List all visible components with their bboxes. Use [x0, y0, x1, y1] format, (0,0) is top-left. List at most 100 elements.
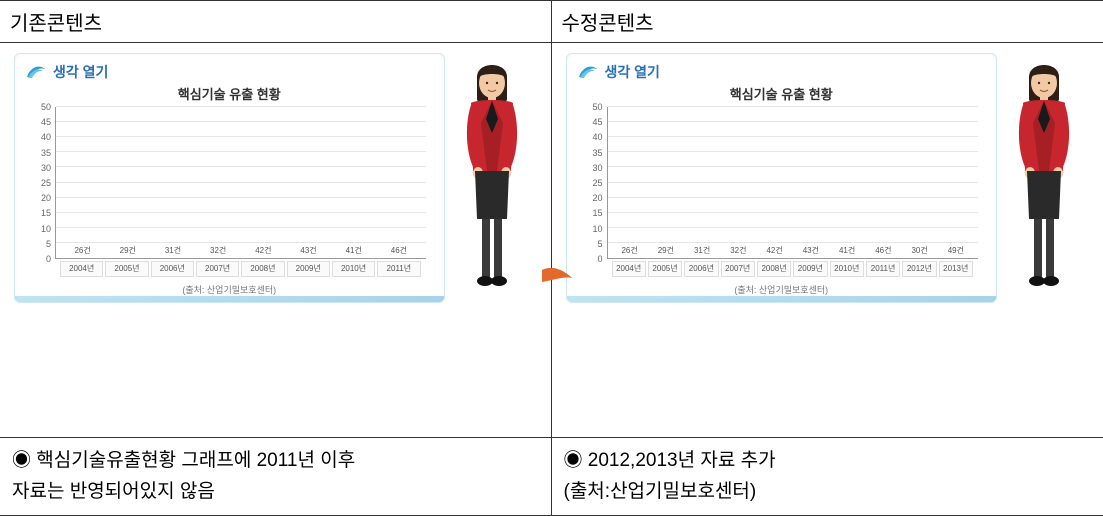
plot-right: 26건 29건 31건 32건 42건 43건 41건 46건 30건 49건: [607, 107, 979, 259]
bar-wrap: 31건: [684, 245, 720, 258]
bar-value-label: 46건: [875, 245, 891, 256]
bar-wrap: 32건: [720, 245, 756, 258]
y-tick: 40: [583, 132, 603, 142]
bar-wrap: 29건: [105, 245, 150, 258]
grid-line: [56, 136, 426, 137]
grid-line: [608, 182, 979, 183]
caption-right: ◉ 2012,2013년 자료 추가(출처:산업기밀보호센터): [552, 438, 1103, 516]
x-label: 2008년: [757, 261, 791, 277]
grid-line: [56, 166, 426, 167]
y-tick: 0: [583, 254, 603, 264]
header-right-text: 수정콘텐츠: [562, 13, 654, 35]
bar-value-label: 32건: [210, 245, 226, 256]
bar-value-label: 32건: [730, 245, 746, 256]
y-tick: 20: [31, 193, 51, 203]
grid-line: [56, 212, 426, 213]
bar-value-label: 26건: [74, 245, 90, 256]
x-label: 2011년: [866, 261, 900, 277]
card-header-text-right: 생각 열기: [605, 62, 660, 82]
bar-wrap: 26건: [60, 245, 105, 258]
bar-value-label: 49건: [948, 245, 964, 256]
chart-left: 05101520253035404550 26건29건31건32건42건43건4…: [31, 107, 428, 277]
x-label: 2010년: [830, 261, 864, 277]
chart-right: 05101520253035404550 26건29건31건32건42건43건4…: [583, 107, 981, 277]
x-label: 2013년: [939, 261, 973, 277]
bar-wrap: 42건: [241, 245, 286, 258]
y-tick: 25: [31, 178, 51, 188]
source-left: (출처: 산업기밀보호센터): [25, 283, 434, 296]
caption-right-text: ◉ 2012,2013년 자료 추가(출처:산업기밀보호센터): [564, 450, 776, 501]
bar-value-label: 43건: [803, 245, 819, 256]
grid-line: [608, 197, 979, 198]
bar-wrap: 46건: [865, 245, 901, 258]
grid-line: [56, 182, 426, 183]
bar-wrap: 43건: [286, 245, 331, 258]
grid-line: [608, 166, 979, 167]
bar-wrap: 26건: [612, 245, 648, 258]
bar-value-label: 29건: [658, 245, 674, 256]
bars-left: 26건29건31건32건42건43건41건46건: [56, 107, 426, 258]
header-right: 수정콘텐츠: [552, 1, 1103, 43]
bar-wrap: 32건: [196, 245, 241, 258]
x-label: 2010년: [332, 261, 375, 277]
bar-wrap: 41건: [829, 245, 865, 258]
bar-value-label: 26건: [621, 245, 637, 256]
y-tick: 10: [583, 224, 603, 234]
y-tick: 10: [31, 224, 51, 234]
bar-value-label: 41건: [346, 245, 362, 256]
y-tick: 15: [583, 208, 603, 218]
x-label: 2005년: [648, 261, 682, 277]
source-right: (출처: 산업기밀보호센터): [577, 283, 987, 296]
y-tick: 45: [583, 117, 603, 127]
x-label: 2006년: [684, 261, 718, 277]
y-tick: 0: [31, 254, 51, 264]
grid-line: [608, 242, 979, 243]
bar-wrap: 49건: [938, 245, 974, 258]
card-right: 생각 열기 핵심기술 유출 현황 05101520253035404550 26…: [566, 53, 998, 303]
presenter-right: [999, 53, 1089, 293]
image-cell-left: 생각 열기 핵심기술 유출 현황 05101520253035404550 26…: [0, 43, 552, 438]
bar-value-label: 42건: [766, 245, 782, 256]
header-left-text: 기존콘텐츠: [10, 13, 102, 35]
bar-value-label: 30건: [911, 245, 927, 256]
bar-value-label: 31건: [694, 245, 710, 256]
bar-wrap: 41건: [331, 245, 376, 258]
grid-line: [56, 242, 426, 243]
leaf-icon: [577, 63, 599, 81]
grid-line: [56, 121, 426, 122]
grid-line: [56, 106, 426, 107]
y-tick: 45: [31, 117, 51, 127]
chart-title-right: 핵심기술 유출 현황: [577, 84, 987, 103]
caption-left-text: ◉ 핵심기술유출현황 그래프에 2011년 이후자료는 반영되어있지 않음: [12, 450, 355, 501]
card-left: 생각 열기 핵심기술 유출 현황 05101520253035404550 26…: [14, 53, 445, 303]
y-tick: 35: [31, 148, 51, 158]
y-tick: 50: [583, 102, 603, 112]
y-tick: 35: [583, 148, 603, 158]
grid-line: [56, 197, 426, 198]
grid-line: [608, 151, 979, 152]
bar-wrap: 42건: [757, 245, 793, 258]
swoosh-icon: [542, 260, 572, 290]
x-label: 2009년: [287, 261, 330, 277]
bars-right: 26건 29건 31건 32건 42건 43건 41건 46건 30건 49건: [608, 107, 979, 258]
y-tick: 5: [583, 239, 603, 249]
grid-line: [608, 136, 979, 137]
bar-value-label: 42건: [255, 245, 271, 256]
grid-line: [608, 121, 979, 122]
y-tick: 20: [583, 193, 603, 203]
card-header-left: 생각 열기: [25, 62, 434, 82]
x-label: 2012년: [902, 261, 936, 277]
x-labels-right: 2004년2005년2006년2007년2008년2009년2010년2011년…: [607, 259, 979, 277]
x-label: 2009년: [793, 261, 827, 277]
bar-wrap: 29건: [648, 245, 684, 258]
y-tick: 30: [31, 163, 51, 173]
y-tick: 40: [31, 132, 51, 142]
grid-line: [608, 106, 979, 107]
x-label: 2004년: [612, 261, 646, 277]
y-tick: 30: [583, 163, 603, 173]
y-axis-left: 05101520253035404550: [31, 107, 53, 259]
x-label: 2004년: [60, 261, 103, 277]
bar-wrap: 31건: [150, 245, 195, 258]
presenter-left: [447, 53, 537, 293]
x-label: 2008년: [241, 261, 284, 277]
